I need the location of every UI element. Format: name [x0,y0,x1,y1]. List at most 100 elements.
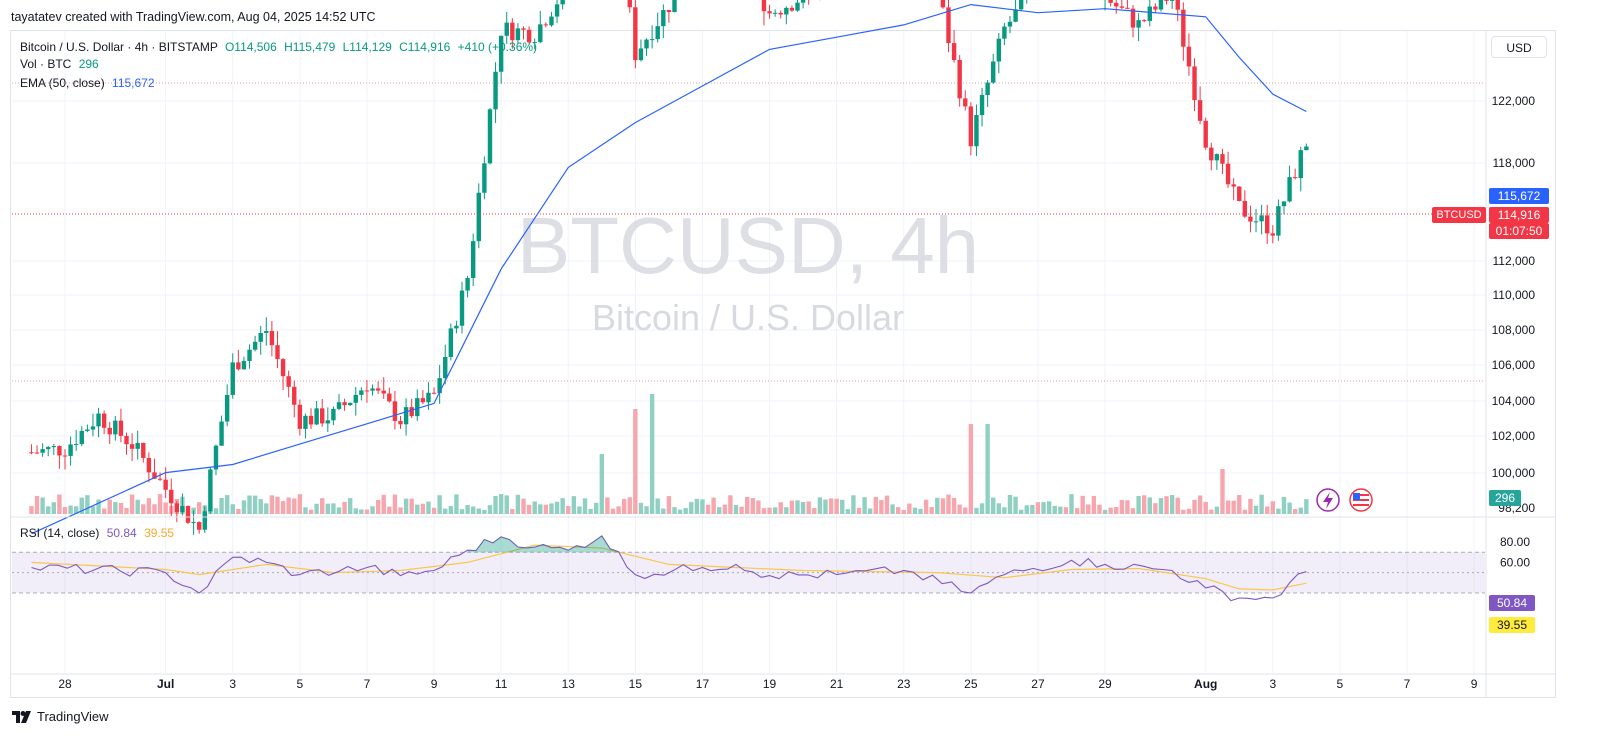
volume-bar [1197,495,1203,514]
candle-body [957,60,962,99]
volume-bar [711,497,716,514]
candle-body [96,413,101,427]
candle-body [129,444,135,449]
currency-button[interactable]: USD [1491,36,1547,58]
volume-bar [733,504,739,514]
volume-bar [1086,504,1091,514]
volume-bar [443,508,448,514]
candle-body [124,435,129,445]
volume-bar [756,500,761,514]
volume-bar [571,496,577,514]
volume-bar [549,503,554,514]
volume-bar [448,506,454,514]
volume-bar [387,506,392,514]
candle-body [560,0,565,5]
volume-bar [1125,500,1130,514]
volume-bar [789,500,795,514]
candle-body [1136,20,1141,28]
volume-label[interactable]: Vol · BTC [20,57,72,71]
volume-bar [325,503,331,514]
volume-bar [873,496,878,514]
candle-body [979,95,985,116]
attribution-text: tayatatev created with TradingView.com, … [11,10,376,24]
rsi-tick-label: 80.00 [1500,535,1530,549]
volume-bar [845,509,851,514]
volume-bar [247,495,252,514]
volume-bar [884,495,890,514]
candle-body [336,402,342,409]
candle-body [46,447,51,450]
us-flag-icon[interactable] [1349,488,1373,512]
candle-body [633,7,638,61]
volume-bar [605,497,610,514]
symbol-legend: Bitcoin / U.S. Dollar · 4h · BITSTAMP O1… [20,40,537,54]
candle-body [420,398,426,403]
candle-body [454,325,459,329]
candle-body [73,444,79,446]
volume-bar [40,497,45,514]
volume-bar [510,508,515,514]
volume-bar [1063,507,1069,514]
candle-body [532,42,537,44]
volume-bar [655,498,660,514]
volume-bar [834,498,839,514]
candle-body [342,402,347,406]
volume-bar [347,498,353,514]
time-tick-label: 11 [495,677,508,691]
rsi-label[interactable]: RSI (14, close) [20,526,100,540]
volume-bar [812,508,817,514]
candle-body [1203,120,1208,148]
candle-body [1270,233,1275,236]
volume-bar [353,508,358,514]
time-tick-label: 15 [629,677,643,691]
volume-bar [621,498,627,514]
volume-bar [823,499,828,514]
ema-label[interactable]: EMA (50, close) [20,76,105,90]
volume-bar [1181,509,1186,514]
time-tick-label: 9 [1471,677,1478,691]
time-tick-label: 5 [1337,677,1344,691]
volume-bar [1209,509,1214,514]
candle-body [1119,6,1125,8]
volume-bar [359,509,364,514]
candle-body [1231,184,1236,187]
lightning-icon[interactable] [1316,488,1340,512]
volume-bar [1058,506,1063,514]
candle-body [448,328,454,357]
volume-bar [554,501,560,514]
volume-bar [57,494,62,514]
candle-body [1181,9,1186,47]
volume-bar [1069,494,1074,514]
volume-bar [1097,504,1102,514]
volume-bar [286,497,291,514]
candle-body [991,61,996,83]
tradingview-brand[interactable]: TradingView [12,709,109,724]
candle-body [264,331,269,333]
candle-body [1281,201,1287,207]
volume-bar [594,502,599,514]
candle-body [1304,146,1309,151]
open-value: O114,506 [224,40,277,54]
candle-body [68,444,73,456]
rsi-legend: RSI (14, close) 50.84 39.55 [20,526,174,540]
volume-bar [1114,507,1119,514]
volume-bar [437,495,442,514]
volume-bar [923,499,929,514]
candle-body [795,2,800,11]
time-tick-label: 19 [763,677,777,691]
candle-body [398,421,403,425]
candles [29,0,1309,535]
candle-body [1108,0,1113,3]
volume-bar [633,409,638,514]
symbol-name[interactable]: Bitcoin / U.S. Dollar · 4h · BITSTAMP [20,40,218,54]
volume-bar [403,498,409,514]
candle-body [280,359,286,377]
volume-bar [974,507,979,514]
rsi-ma-line [31,544,1307,591]
candle-body [118,420,124,436]
candle-body [1186,46,1192,67]
candle-body [1197,100,1203,121]
volume-bar [644,506,649,514]
candle-body [554,4,560,17]
